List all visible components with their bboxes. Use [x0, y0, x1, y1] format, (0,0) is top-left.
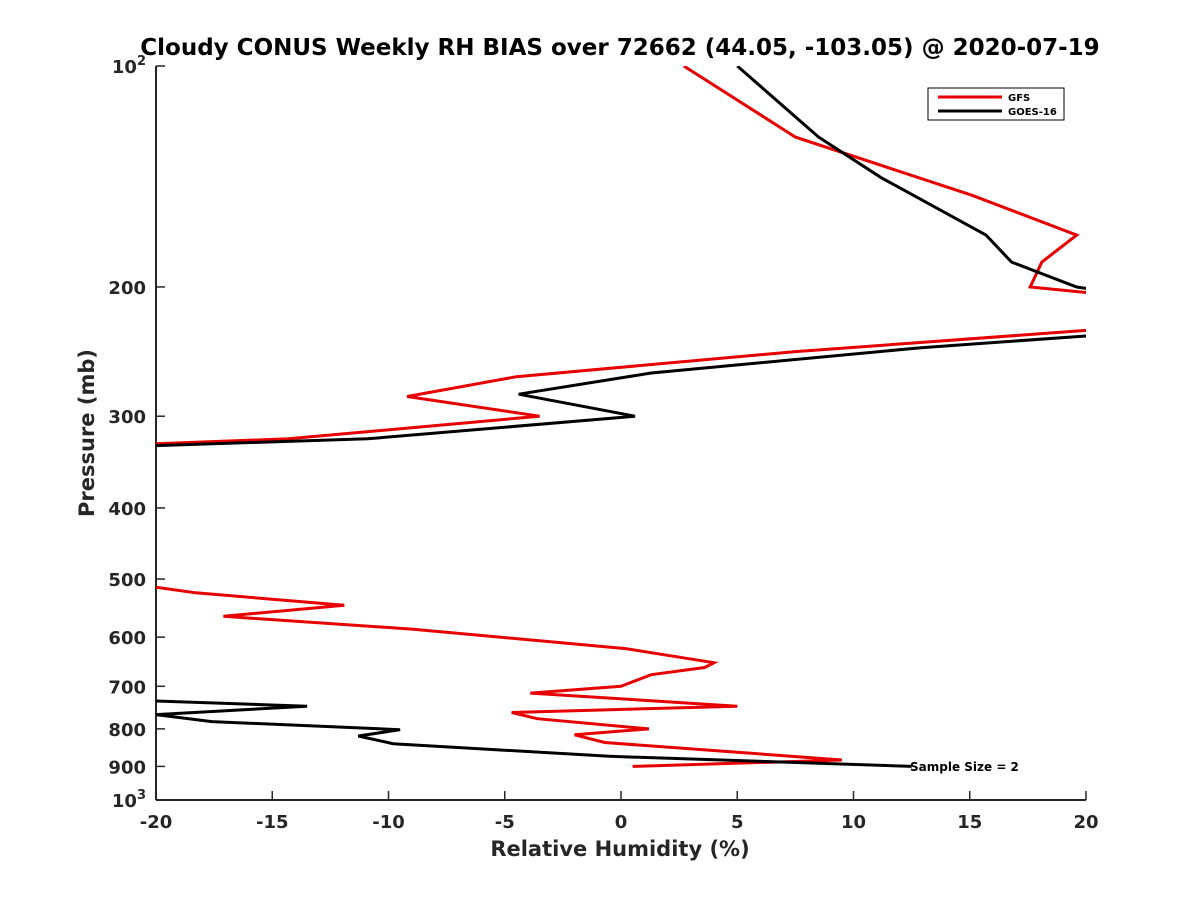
x-tick-label: -5 — [495, 812, 515, 833]
sample-size-annotation: Sample Size = 2 — [910, 760, 1019, 774]
series-line-goes16 — [736, 66, 1086, 290]
x-tick-label: -20 — [140, 812, 173, 833]
y-tick-label: 400 — [108, 499, 146, 520]
x-tick-label: 10 — [841, 812, 866, 833]
x-tick-label: 5 — [731, 812, 744, 833]
legend-label-goes16: GOES-16 — [1008, 107, 1057, 118]
y-tick-label: 600 — [108, 628, 146, 649]
y-tick-label: 800 — [108, 720, 146, 741]
x-axis-title: Relative Humidity (%) — [490, 837, 749, 861]
y-tick-label: 102 — [112, 54, 146, 78]
x-tick-label: 20 — [1073, 812, 1098, 833]
x-tick-label: 15 — [957, 812, 982, 833]
legend-box — [927, 87, 1065, 121]
y-tick-label: 900 — [108, 757, 146, 778]
y-axis-title: Pressure (mb) — [75, 349, 99, 517]
chart-title: Cloudy CONUS Weekly RH BIAS over 72662 (… — [140, 35, 1099, 61]
x-axis: -20 -15 -10 -5 0 5 10 15 20 — [140, 791, 1099, 833]
y-tick-label: 300 — [108, 407, 146, 428]
series-line-gfs — [682, 66, 1086, 295]
series-line-goes16 — [156, 334, 1086, 448]
y-tick-label: 700 — [108, 677, 146, 698]
series-line-gfs — [156, 585, 843, 768]
plot-area — [156, 66, 1086, 768]
legend-label-gfs: GFS — [1008, 93, 1030, 104]
y-tick-label: 200 — [108, 278, 146, 299]
series-line-goes16 — [156, 699, 912, 768]
y-tick-label: 500 — [108, 570, 146, 591]
series-line-gfs — [156, 328, 1086, 446]
y-tick-label: 103 — [112, 788, 146, 812]
x-tick-label: -15 — [256, 812, 289, 833]
x-tick-label: -10 — [372, 812, 405, 833]
x-tick-label: 0 — [615, 812, 628, 833]
y-axis: 102 200 300 400 500 600 700 800 900 103 — [108, 54, 165, 812]
